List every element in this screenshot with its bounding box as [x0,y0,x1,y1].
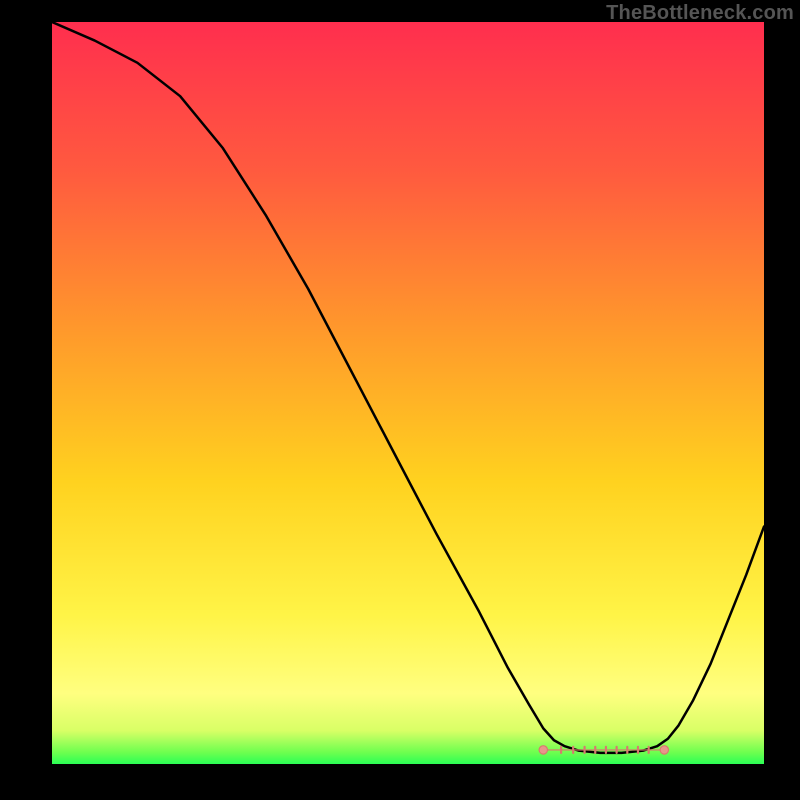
watermark-text: TheBottleneck.com [606,2,794,25]
bottleneck-curve [52,22,764,753]
curve-layer [52,22,764,764]
plot-area [52,22,764,764]
chart-container: TheBottleneck.com [0,0,800,800]
